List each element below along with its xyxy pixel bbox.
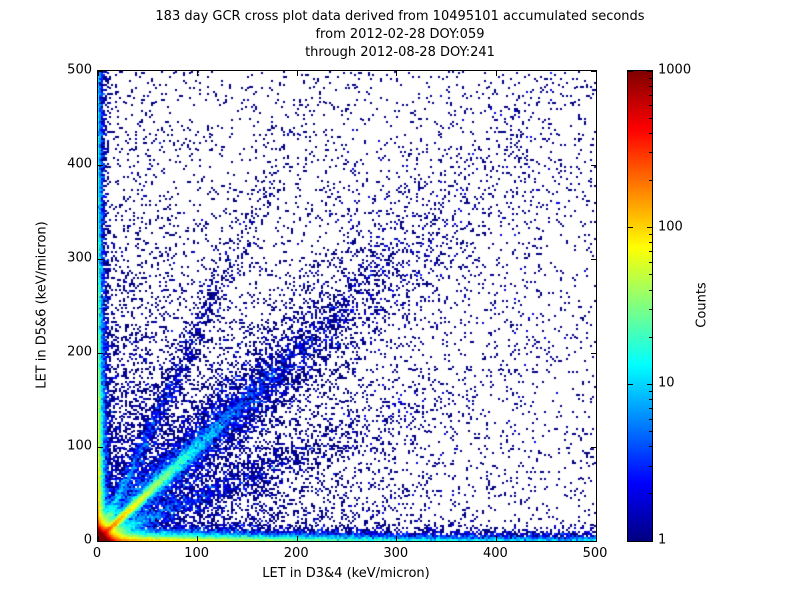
colorbar-minor-tick <box>649 391 652 392</box>
x-tick <box>495 536 497 541</box>
colorbar-tick <box>647 383 652 385</box>
y-tick-label: 0 <box>83 532 92 548</box>
x-tick <box>296 536 298 541</box>
colorbar-minor-tick <box>649 234 652 236</box>
x-tick-label: 400 <box>482 546 508 561</box>
colorbar <box>627 70 653 542</box>
colorbar-minor-tick <box>649 77 652 79</box>
x-tick-label: 0 <box>92 546 102 561</box>
x-axis-label: LET in D3&4 (keV/micron) <box>262 566 430 581</box>
colorbar-minor-tick <box>649 309 652 311</box>
colorbar-tick <box>647 70 652 72</box>
x-tick <box>97 71 99 76</box>
x-tick <box>595 71 597 76</box>
x-tick <box>396 536 398 541</box>
colorbar-minor-tick <box>649 430 652 432</box>
colorbar-minor-tick <box>649 180 652 181</box>
colorbar-minor-tick <box>649 465 652 467</box>
y-tick <box>591 352 596 354</box>
x-tick <box>97 536 99 541</box>
y-tick-label: 200 <box>67 344 92 360</box>
colorbar-minor-tick <box>649 132 652 134</box>
colorbar-minor-tick <box>649 105 652 107</box>
colorbar-minor-tick <box>649 94 652 96</box>
colorbar-tick <box>647 227 652 229</box>
y-tick-label: 500 <box>67 62 92 78</box>
colorbar-tick <box>647 540 652 542</box>
colorbar-minor-tick <box>649 446 652 448</box>
y-tick <box>98 352 103 354</box>
x-tick <box>495 71 497 76</box>
colorbar-tick <box>628 70 633 72</box>
colorbar-minor-tick <box>649 242 652 244</box>
x-tick-label: 500 <box>582 546 608 561</box>
chart-subtitle-from: from 2012-02-28 DOY:059 <box>315 27 485 42</box>
y-tick <box>591 540 596 542</box>
x-tick-label: 300 <box>383 546 409 561</box>
y-tick <box>591 164 596 166</box>
colorbar-tick-label: 1000 <box>658 62 692 78</box>
chart-subtitle-through: through 2012-08-28 DOY:241 <box>305 45 495 60</box>
colorbar-minor-tick <box>649 418 652 420</box>
plot-area <box>97 70 597 542</box>
title-block: 183 day GCR cross plot data derived from… <box>0 8 800 62</box>
colorbar-label: Counts <box>694 282 710 328</box>
y-tick-label: 300 <box>67 250 92 266</box>
colorbar-minor-tick <box>649 336 652 338</box>
x-tick <box>296 71 298 76</box>
colorbar-minor-tick <box>649 408 652 410</box>
y-axis-label: LET in D5&6 (keV/micron) <box>34 221 50 389</box>
x-tick <box>197 536 199 541</box>
x-tick-label: 100 <box>184 546 210 561</box>
colorbar-tick-label: 10 <box>658 375 675 391</box>
scatter-density-canvas <box>98 71 596 541</box>
colorbar-minor-tick <box>649 251 652 253</box>
y-tick <box>591 446 596 448</box>
y-tick <box>591 70 596 72</box>
colorbar-tick-label: 1 <box>658 532 667 548</box>
colorbar-minor-tick <box>649 85 652 87</box>
y-tick <box>98 540 103 542</box>
y-tick <box>591 258 596 260</box>
colorbar-minor-tick <box>649 289 652 291</box>
colorbar-minor-tick <box>649 399 652 401</box>
colorbar-minor-tick <box>649 117 652 119</box>
x-tick <box>197 71 199 76</box>
colorbar-minor-tick <box>649 274 652 276</box>
y-tick-label: 400 <box>67 156 92 172</box>
x-tick-label: 200 <box>283 546 309 561</box>
x-tick <box>595 536 597 541</box>
colorbar-minor-tick <box>649 261 652 263</box>
colorbar-minor-tick <box>649 493 652 495</box>
chart-title: 183 day GCR cross plot data derived from… <box>155 9 645 24</box>
colorbar-tick-label: 100 <box>658 219 683 235</box>
x-tick <box>396 71 398 76</box>
y-tick <box>98 446 103 448</box>
colorbar-minor-tick <box>649 152 652 154</box>
y-tick <box>98 164 103 166</box>
y-tick <box>98 70 103 72</box>
colorbar-tick <box>628 383 633 385</box>
y-tick <box>98 258 103 260</box>
colorbar-tick <box>628 227 633 229</box>
y-tick-label: 100 <box>67 438 92 454</box>
colorbar-tick <box>628 540 633 542</box>
